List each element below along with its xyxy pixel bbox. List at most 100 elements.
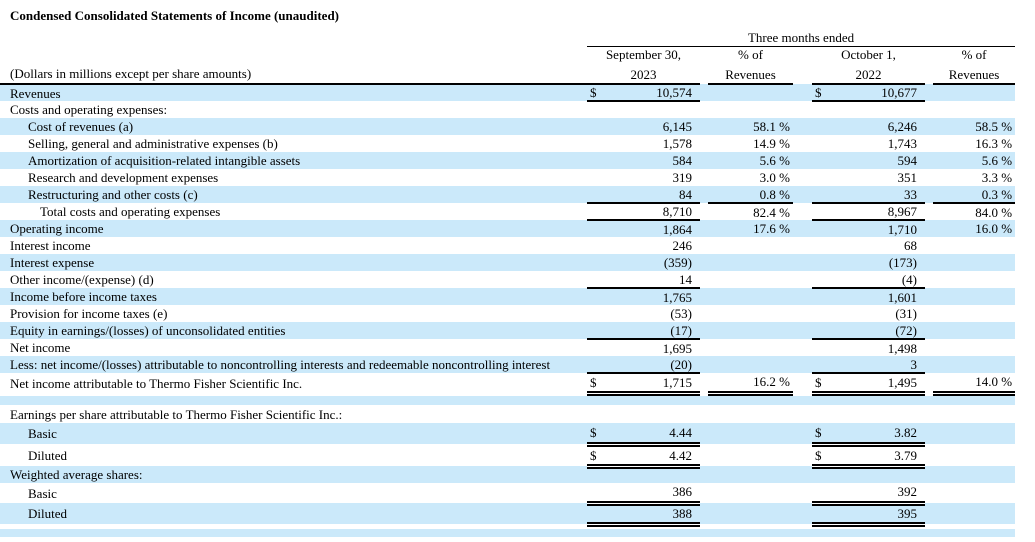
percent-cell	[708, 356, 793, 373]
amount-cell: (72)	[812, 322, 925, 340]
amount-cell: $4.42	[587, 444, 700, 469]
amount-cell: (173)	[812, 254, 925, 271]
amount-cell: 1,695	[587, 339, 700, 356]
percent-cell	[933, 254, 1015, 271]
column-gap	[700, 118, 708, 135]
column-header-row-2: (Dollars in millions except per share am…	[0, 63, 1016, 85]
amount-value: 3.82	[894, 424, 917, 440]
column-gap	[925, 444, 933, 466]
column-gap	[700, 237, 708, 254]
percent-cell	[708, 237, 793, 254]
period-header-row: Three months ended	[0, 27, 1016, 47]
percent-cell	[708, 322, 793, 339]
table-row: Income before income taxes 1,765 1,601	[0, 288, 1016, 305]
amount-value: 388	[672, 506, 693, 521]
percent-cell	[708, 305, 793, 322]
col-header-pct-2: % of	[961, 47, 987, 62]
percent-cell	[708, 444, 793, 466]
amount-cell: (20)	[587, 356, 700, 374]
row-label: Research and development expenses	[28, 170, 219, 185]
column-gap	[925, 356, 933, 373]
column-gap	[793, 169, 812, 186]
column-gap	[793, 339, 812, 356]
percent-cell	[933, 339, 1015, 356]
table-row: Less: net income/(losses) attributable t…	[0, 356, 1016, 374]
amount-value: 594	[897, 153, 918, 168]
column-gap	[925, 288, 933, 305]
amount-cell: (31)	[812, 305, 925, 322]
column-gap	[925, 322, 933, 339]
percent-cell	[708, 84, 793, 101]
col-header-sep30: September 30,	[605, 47, 682, 62]
amount-cell: 1,498	[812, 339, 925, 356]
percent-cell: 14.9 %	[753, 136, 790, 151]
amount-value: 1,743	[887, 136, 917, 151]
column-gap	[700, 305, 708, 322]
column-gap	[700, 63, 708, 84]
column-gap	[700, 152, 708, 169]
column-gap	[700, 84, 708, 101]
row-label: Costs and operating expenses:	[10, 102, 168, 117]
column-gap	[793, 288, 812, 305]
percent-cell	[708, 466, 793, 483]
column-gap	[700, 503, 708, 524]
period-header: Three months ended	[587, 27, 1016, 47]
percent-cell	[708, 101, 793, 118]
row-label: Income before income taxes	[10, 289, 157, 304]
table-row: Diluted 388 395	[0, 503, 1016, 527]
percent-cell: 3.3 %	[981, 170, 1013, 185]
column-gap	[925, 101, 933, 118]
spacer-cell	[0, 393, 1015, 405]
percent-cell: 0.3 %	[933, 186, 1016, 204]
amount-cell: 1,743	[812, 135, 925, 152]
amount-cell: 6,246	[812, 118, 925, 135]
percent-cell: 84.0 %	[975, 204, 1013, 220]
percent-cell: 58.1 %	[753, 119, 790, 134]
amount-cell: $10,677	[812, 84, 925, 102]
amount-value: (359)	[663, 255, 692, 270]
amount-value: 386	[672, 484, 693, 500]
amount-cell: 351	[812, 169, 925, 186]
column-gap	[925, 152, 933, 169]
amount-cell: 246	[587, 237, 700, 254]
table-row: Net income 1,695 1,498	[0, 339, 1016, 356]
percent-cell	[708, 288, 793, 305]
amount-value: (72)	[895, 322, 917, 338]
amount-value: 1,578	[662, 136, 692, 151]
amount-cell	[587, 101, 700, 118]
amount-value: 1,710	[887, 221, 917, 237]
amount-cell: $3.82	[812, 423, 925, 447]
column-gap	[700, 322, 708, 339]
spacer-row	[0, 524, 1016, 529]
amount-cell	[587, 405, 700, 423]
amount-cell: 8,967	[812, 203, 925, 221]
row-label: Less: net income/(losses) attributable t…	[10, 357, 551, 372]
dollar-sign: $	[590, 447, 597, 463]
dollar-sign: $	[815, 424, 822, 440]
percent-cell: 14.0 %	[933, 373, 1016, 396]
amount-value: 1,601	[887, 289, 917, 305]
amount-cell	[812, 101, 925, 118]
column-gap	[700, 288, 708, 305]
column-gap	[700, 101, 708, 118]
table-row: Operating income 1,864 17.6 % 1,710 16.0 %	[0, 220, 1016, 237]
amount-value: 6,145	[662, 119, 692, 134]
amount-value: 1,495	[887, 374, 917, 390]
percent-cell: 5.6 %	[981, 153, 1013, 168]
amount-value: 1,864	[662, 221, 692, 237]
amount-cell: (359)	[587, 254, 700, 271]
dollar-sign: $	[590, 85, 597, 100]
percent-cell	[708, 483, 793, 503]
column-gap	[793, 423, 812, 444]
amount-value: 4.42	[669, 447, 692, 463]
amount-cell: (17)	[587, 322, 700, 340]
table-row: Equity in earnings/(losses) of unconsoli…	[0, 322, 1016, 340]
column-gap	[925, 186, 933, 203]
percent-cell	[708, 271, 793, 288]
table-row: Selling, general and administrative expe…	[0, 135, 1016, 152]
amount-value: (173)	[888, 255, 917, 270]
column-gap	[793, 84, 812, 101]
page-title: Condensed Consolidated Statements of Inc…	[10, 8, 339, 23]
table-row: Revenues $10,574 $10,677	[0, 84, 1016, 102]
column-gap	[793, 203, 812, 220]
